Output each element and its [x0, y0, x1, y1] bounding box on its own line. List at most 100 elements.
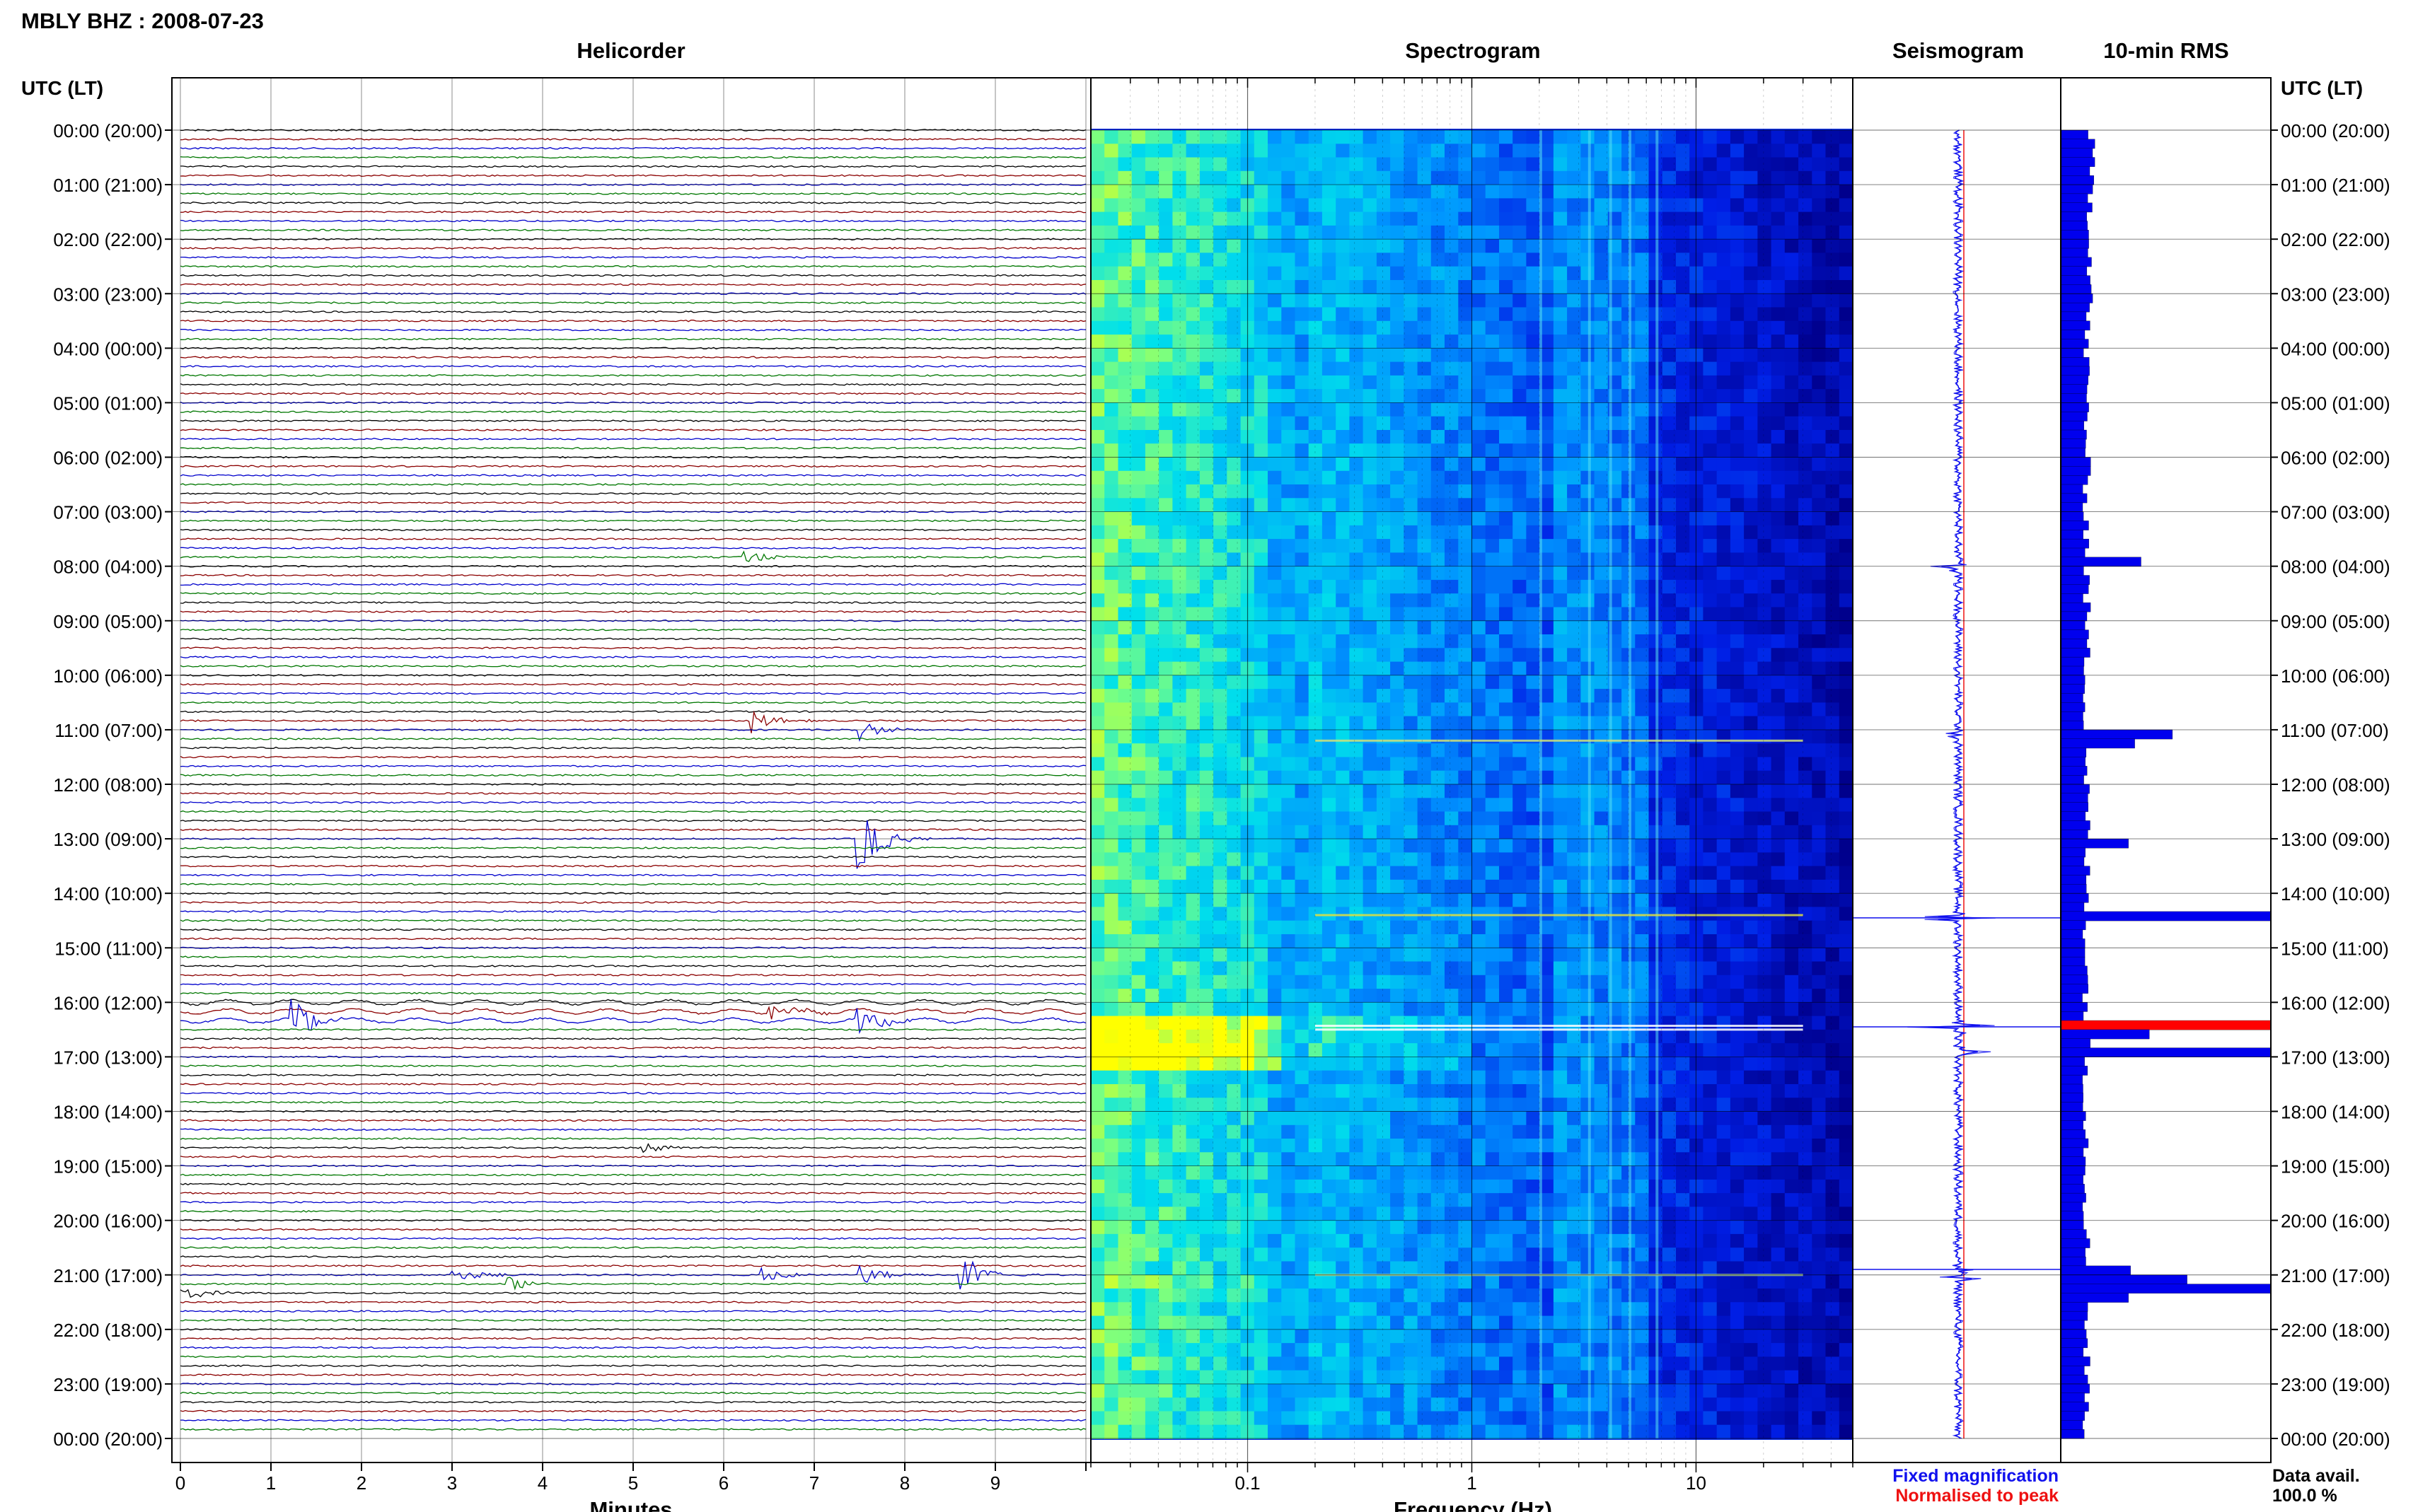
spectrogram-cell	[1499, 144, 1513, 158]
spectrogram-cell	[1199, 211, 1214, 226]
spectrogram-cell	[1471, 307, 1486, 322]
spectrogram-cell	[1594, 1002, 1609, 1017]
spectrogram-cell	[1485, 170, 1500, 185]
spectrogram-cell	[1485, 1139, 1500, 1153]
spectrogram-cell	[1091, 866, 1105, 880]
spectrogram-cell	[1091, 170, 1105, 185]
spectrogram-cell	[1268, 443, 1282, 458]
spectrogram-cell	[1336, 770, 1350, 785]
spectrogram-cell	[1118, 525, 1133, 540]
spectrogram-cell	[1485, 1165, 1500, 1180]
spectrogram-cell	[1499, 320, 1513, 335]
spectrogram-cell	[1417, 1179, 1432, 1194]
spectrogram-cell	[1730, 634, 1745, 649]
spectrogram-cell	[1159, 839, 1174, 854]
spectrogram-cell	[1512, 1002, 1527, 1017]
spectrogram-cell	[1499, 839, 1513, 854]
spectrogram-cell	[1553, 280, 1568, 295]
spectrogram-cell	[1104, 144, 1119, 158]
spectrogram-cell	[1471, 1098, 1486, 1112]
spectrogram-cell	[1716, 470, 1731, 485]
spectrogram-cell	[1091, 320, 1105, 335]
spectrogram-cell	[1594, 593, 1609, 608]
spectrogram-cell	[1104, 266, 1119, 281]
spectrogram-cell	[1676, 144, 1690, 158]
spectrogram-cell	[1798, 416, 1813, 431]
spectrogram-cell	[1784, 757, 1799, 772]
spectrogram-cell	[1118, 511, 1133, 526]
spectrogram-cell	[1199, 1139, 1214, 1153]
spectrogram-cell	[1730, 1070, 1745, 1085]
spectrogram-cell	[1145, 1002, 1159, 1017]
spectrogram-cell	[1349, 1002, 1364, 1017]
spectrogram-cell	[1771, 525, 1786, 540]
spectrogram-cell	[1445, 252, 1459, 267]
spectrogram-cell	[1186, 1070, 1201, 1085]
spectrogram-cell	[1213, 1070, 1228, 1085]
spectrogram-cell	[1159, 252, 1174, 267]
spectrogram-cell	[1254, 566, 1268, 581]
spectrogram-cell	[1268, 607, 1282, 622]
spectrogram-cell	[1458, 375, 1473, 390]
spectrogram-cell	[1580, 1152, 1595, 1167]
spectrogram-cell	[1689, 1111, 1704, 1126]
spectrogram-cell	[1716, 416, 1731, 431]
spectrogram-cell	[1363, 307, 1377, 322]
spectrogram-cell	[1567, 784, 1582, 799]
spectrogram-cell	[1539, 402, 1554, 417]
spectrogram-cell	[1526, 661, 1541, 676]
spectrogram-cell	[1091, 457, 1105, 472]
spectrogram-cell	[1689, 825, 1704, 839]
spectrogram-cell	[1730, 1274, 1745, 1289]
spectrogram-cell	[1689, 484, 1704, 499]
spectrogram-cell	[1512, 689, 1527, 704]
spectrogram-cell	[1825, 798, 1840, 813]
spectrogram-cell	[1172, 1206, 1187, 1221]
spectrogram-cell	[1730, 934, 1745, 949]
spectrogram-cell	[1676, 866, 1690, 880]
spectrogram-cell	[1308, 511, 1323, 526]
spectrogram-cell	[1349, 1206, 1364, 1221]
spectrogram-cell	[1227, 484, 1242, 499]
spectrogram-cell	[1635, 920, 1650, 935]
spectrogram-cell	[1567, 484, 1582, 499]
spectrogram-cell	[1390, 225, 1405, 240]
spectrogram-cell	[1689, 335, 1704, 349]
spectrogram-cell	[1321, 1248, 1336, 1262]
spectrogram-cell	[1118, 1043, 1133, 1058]
spectrogram-cell	[1635, 375, 1650, 390]
spectrogram-cell	[1321, 579, 1336, 594]
spectrogram-cell	[1526, 539, 1541, 554]
spectrogram-cell	[1594, 689, 1609, 704]
spectrogram-cell	[1159, 716, 1174, 731]
spectrogram-cell	[1744, 893, 1759, 908]
spectrogram-cell	[1430, 757, 1445, 772]
spectrogram-cell	[1159, 1165, 1174, 1180]
spectrogram-cell	[1308, 416, 1323, 431]
spectrogram-cell	[1594, 770, 1609, 785]
spectrogram-cell	[1445, 1193, 1459, 1208]
spectrogram-cell	[1091, 770, 1105, 785]
spectrogram-cell	[1295, 607, 1309, 622]
spectrogram-cell	[1730, 1193, 1745, 1208]
spectrogram-cell	[1430, 225, 1445, 240]
spectrogram-cell	[1458, 1057, 1473, 1071]
spectrogram-cell	[1689, 1206, 1704, 1221]
spectrogram-cell	[1825, 1139, 1840, 1153]
spectrogram-cell	[1390, 1152, 1405, 1167]
spectrogram-cell	[1281, 689, 1296, 704]
spectrogram-cell	[1471, 852, 1486, 867]
spectrogram-cell	[1268, 293, 1282, 308]
spectrogram-cell	[1118, 798, 1133, 813]
spectrogram-cell	[1321, 484, 1336, 499]
spectrogram-cell	[1771, 157, 1786, 172]
spectrogram-cell	[1757, 798, 1772, 813]
spectrogram-cell	[1118, 280, 1133, 295]
spectrogram-cell	[1553, 1193, 1568, 1208]
spectrogram-cell	[1757, 539, 1772, 554]
spectrogram-cell	[1580, 661, 1595, 676]
spectrogram-cell	[1580, 361, 1595, 376]
spectrogram-cell	[1730, 1139, 1745, 1153]
spectrogram-cell	[1703, 484, 1718, 499]
spectrogram-cell	[1321, 689, 1336, 704]
